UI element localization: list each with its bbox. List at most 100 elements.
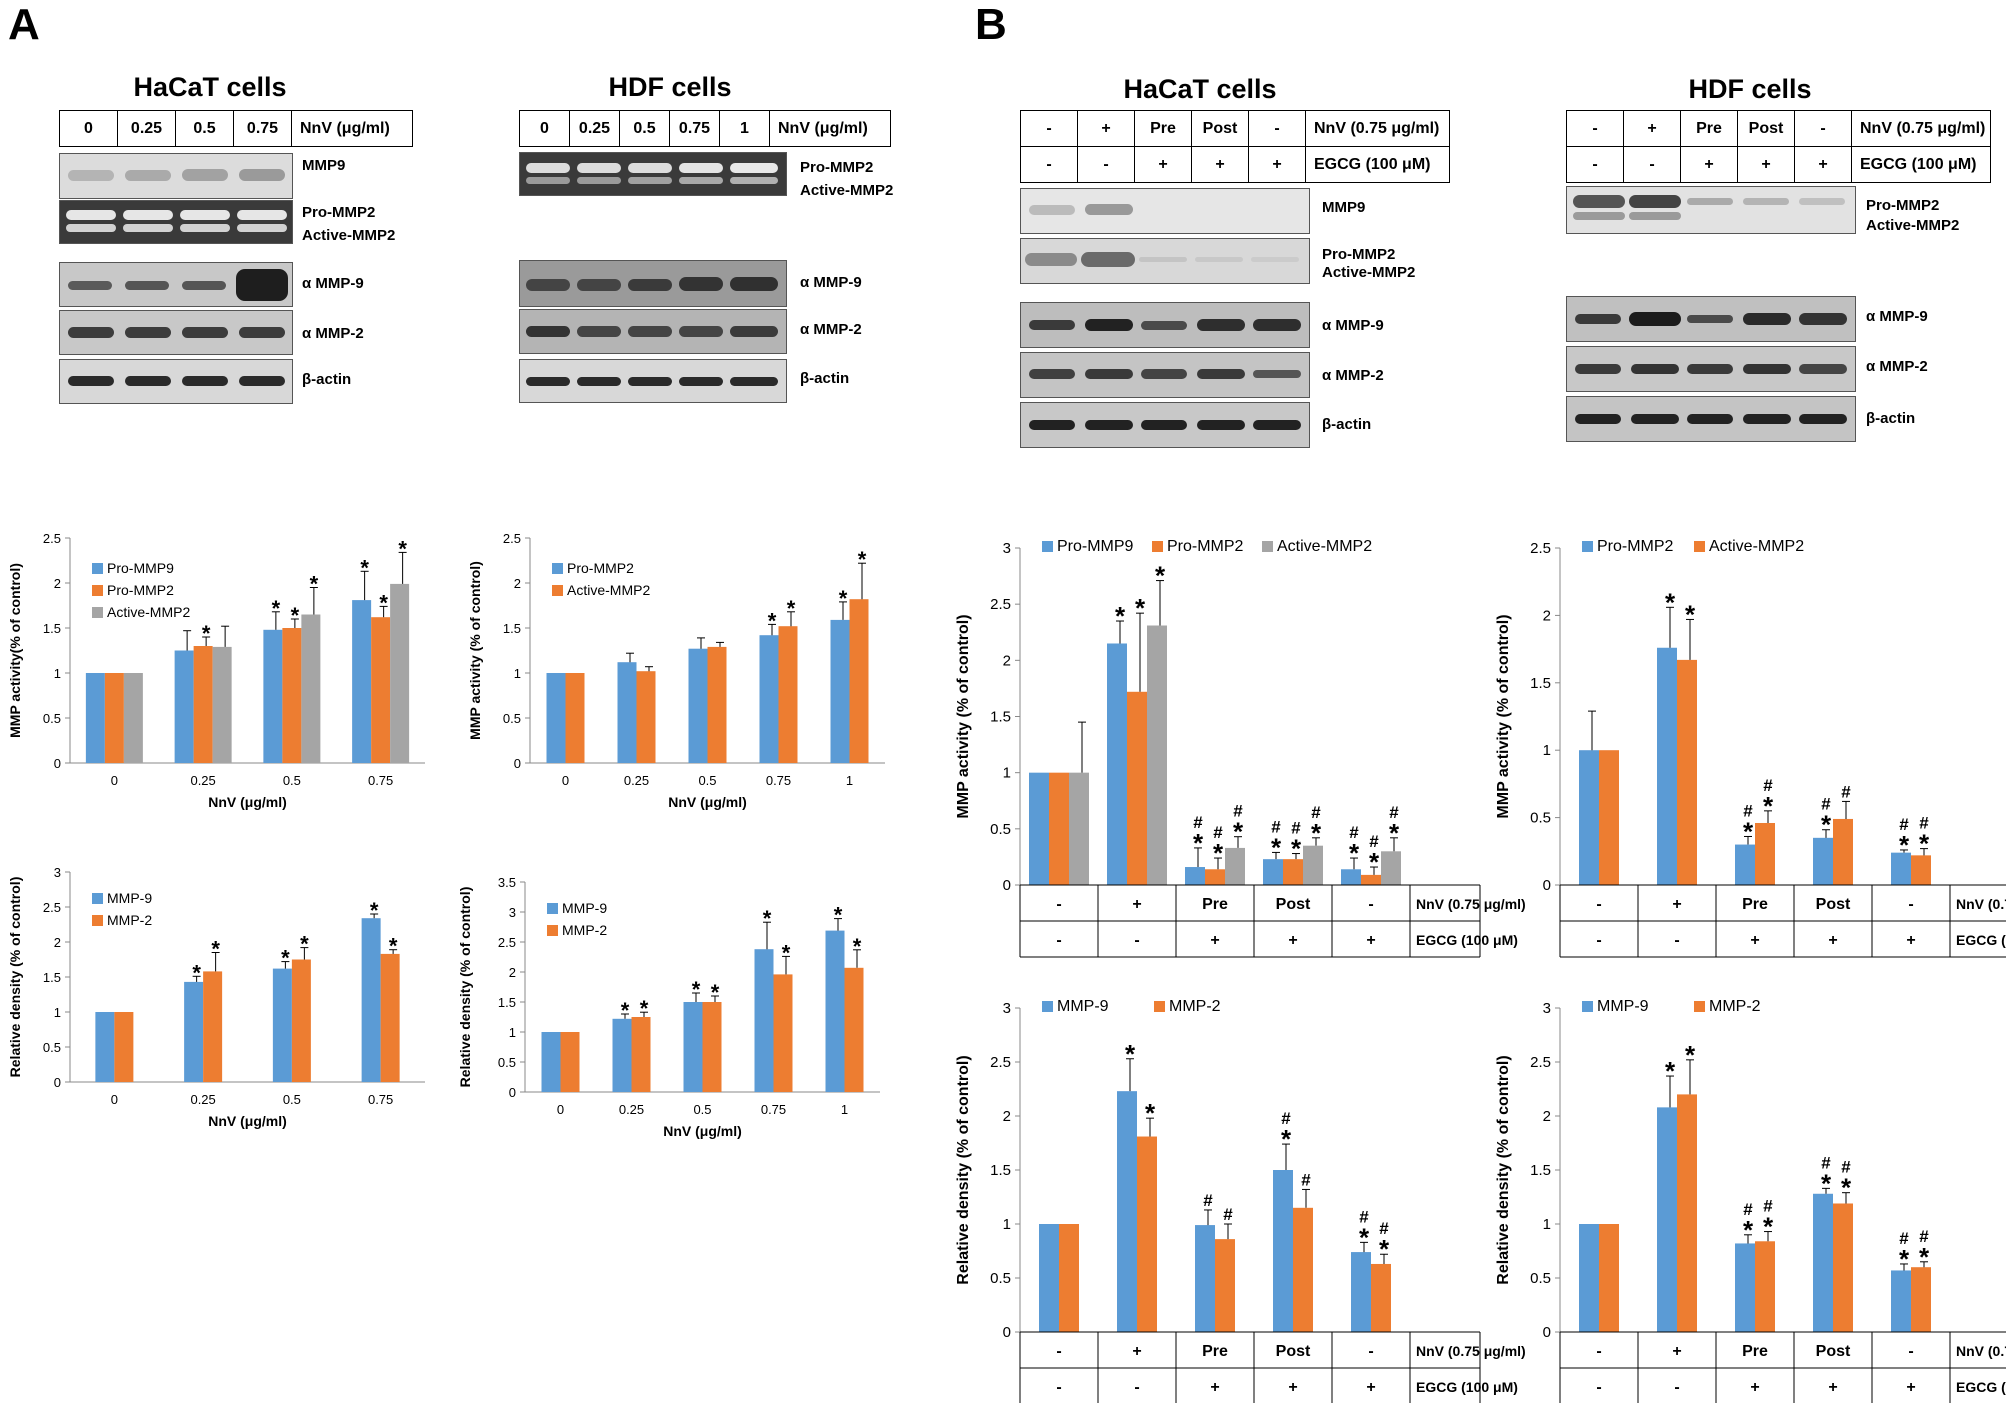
significance-star: *	[768, 608, 777, 633]
bar	[85, 673, 105, 763]
significance-star: *	[763, 906, 772, 931]
bar	[104, 673, 124, 763]
y-axis-label: Relative density (% of control)	[7, 877, 23, 1078]
y-tick-label: 1	[54, 1005, 61, 1020]
lane-label: NnV (0.75 μg/ml)	[1305, 110, 1450, 147]
y-tick-label: 2	[514, 576, 521, 591]
bar	[272, 968, 292, 1082]
b-hdf-mmp2-gel	[1566, 186, 1856, 234]
significance-hash: #	[1291, 819, 1301, 838]
x-tick-label: 0.5	[283, 1092, 301, 1107]
significance-star: *	[1125, 1039, 1136, 1069]
table-row-label: NnV (0.75 μg/ml)	[1956, 896, 2006, 912]
b-hdf-lane-table: - + Pre Post - NnV (0.75 μg/ml) - - + + …	[1566, 110, 1991, 183]
legend-label: MMP-2	[562, 922, 607, 938]
table-cell: Pre	[1202, 896, 1228, 913]
legend-swatch	[1694, 541, 1705, 552]
significance-hash: #	[1899, 815, 1909, 834]
significance-star: *	[1389, 818, 1400, 848]
bar	[1147, 625, 1167, 885]
bar	[1127, 691, 1147, 885]
a-hdf-amm2-label: α MMP-2	[800, 321, 862, 338]
y-tick-label: 1.5	[498, 995, 516, 1010]
a-hacat-title: HaCaT cells	[133, 72, 287, 102]
y-tick-label: 3	[54, 865, 61, 880]
y-tick-label: 0.5	[1530, 810, 1551, 827]
significance-star: *	[1271, 832, 1282, 862]
table-cell: +	[1366, 1379, 1375, 1396]
table-cell: +	[1210, 932, 1219, 949]
significance-star: *	[281, 946, 290, 971]
a-hacat-amm2-blot	[59, 310, 293, 355]
legend-label: MMP-2	[1169, 998, 1221, 1015]
lane-cell: 0	[519, 110, 570, 147]
y-tick-label: 2.5	[990, 1054, 1011, 1071]
legend-swatch	[1042, 541, 1053, 552]
significance-star: *	[300, 932, 309, 957]
y-tick-label: 0.5	[498, 1055, 516, 1070]
x-axis-label: NnV (μg/ml)	[663, 1123, 742, 1139]
significance-hash: #	[1311, 803, 1321, 822]
table-cell: Post	[1276, 896, 1311, 913]
b-hacat-mmp9-gel	[1020, 188, 1310, 234]
significance-star: *	[1743, 816, 1754, 846]
table-cell: -	[1056, 932, 1061, 949]
y-tick-label: 2.5	[1530, 540, 1551, 557]
bar	[1813, 837, 1833, 885]
a-hacat-mmp9-gel	[59, 153, 293, 199]
bar	[1117, 1091, 1137, 1332]
y-tick-label: 0.5	[990, 1270, 1011, 1287]
bar	[282, 628, 302, 763]
lane-cell: +	[1680, 146, 1738, 183]
significance-hash: #	[1281, 1109, 1291, 1128]
y-axis-label: MMP activity (% of control)	[1495, 614, 1512, 818]
bar	[1657, 1107, 1677, 1332]
x-tick-label: 0.5	[693, 1102, 711, 1117]
significance-hash: #	[1379, 1219, 1389, 1238]
y-tick-label: 1	[514, 666, 521, 681]
a-hdf-actin-blot	[519, 359, 787, 403]
y-tick-label: 3.5	[498, 875, 516, 890]
bar	[1341, 869, 1361, 885]
bar	[380, 953, 400, 1082]
lane-cell: 1	[719, 110, 770, 147]
y-axis-label: Relative density (% of control)	[1495, 1055, 1512, 1284]
legend-label: MMP-9	[1057, 998, 1109, 1015]
bar	[1069, 772, 1089, 885]
y-axis-label: MMP activity(% of control)	[7, 563, 23, 738]
significance-star: *	[1155, 561, 1166, 591]
b-hacat-amm2-blot	[1020, 352, 1310, 398]
significance-star: *	[853, 934, 862, 959]
legend-swatch	[92, 915, 103, 926]
bar	[291, 959, 311, 1082]
significance-star: *	[1821, 810, 1832, 840]
x-tick-label: 1	[841, 1102, 848, 1117]
table-cell: Pre	[1742, 896, 1768, 913]
bar	[1351, 1252, 1371, 1332]
bar	[1677, 659, 1697, 885]
lane-label: NnV (μg/ml)	[769, 110, 891, 147]
x-tick-label: 0.75	[761, 1102, 786, 1117]
table-row-label: NnV (0.75 μg/ml)	[1416, 896, 1526, 912]
lane-cell: +	[1191, 146, 1249, 183]
x-tick-label: 1	[846, 773, 853, 788]
significance-star: *	[398, 536, 407, 561]
significance-hash: #	[1919, 814, 1929, 833]
bar	[707, 646, 727, 763]
bar	[1205, 869, 1225, 885]
legend-label: MMP-2	[107, 912, 152, 928]
bar	[759, 635, 779, 763]
a-hdf-active-mmp2-label: Active-MMP2	[800, 182, 894, 199]
bar	[1579, 750, 1599, 885]
lane-cell: -	[1623, 146, 1681, 183]
table-cell: -	[1056, 1343, 1061, 1360]
legend-label: Active-MMP2	[567, 582, 650, 598]
bar	[114, 1012, 134, 1082]
significance-hash: #	[1743, 1200, 1753, 1219]
significance-hash: #	[1919, 1227, 1929, 1246]
bar	[565, 673, 585, 763]
bar	[1833, 1203, 1853, 1332]
a-hacat-amm9-label: α MMP-9	[302, 275, 364, 292]
lane-cell: Post	[1191, 110, 1249, 147]
y-tick-label: 1.5	[1530, 1162, 1551, 1179]
